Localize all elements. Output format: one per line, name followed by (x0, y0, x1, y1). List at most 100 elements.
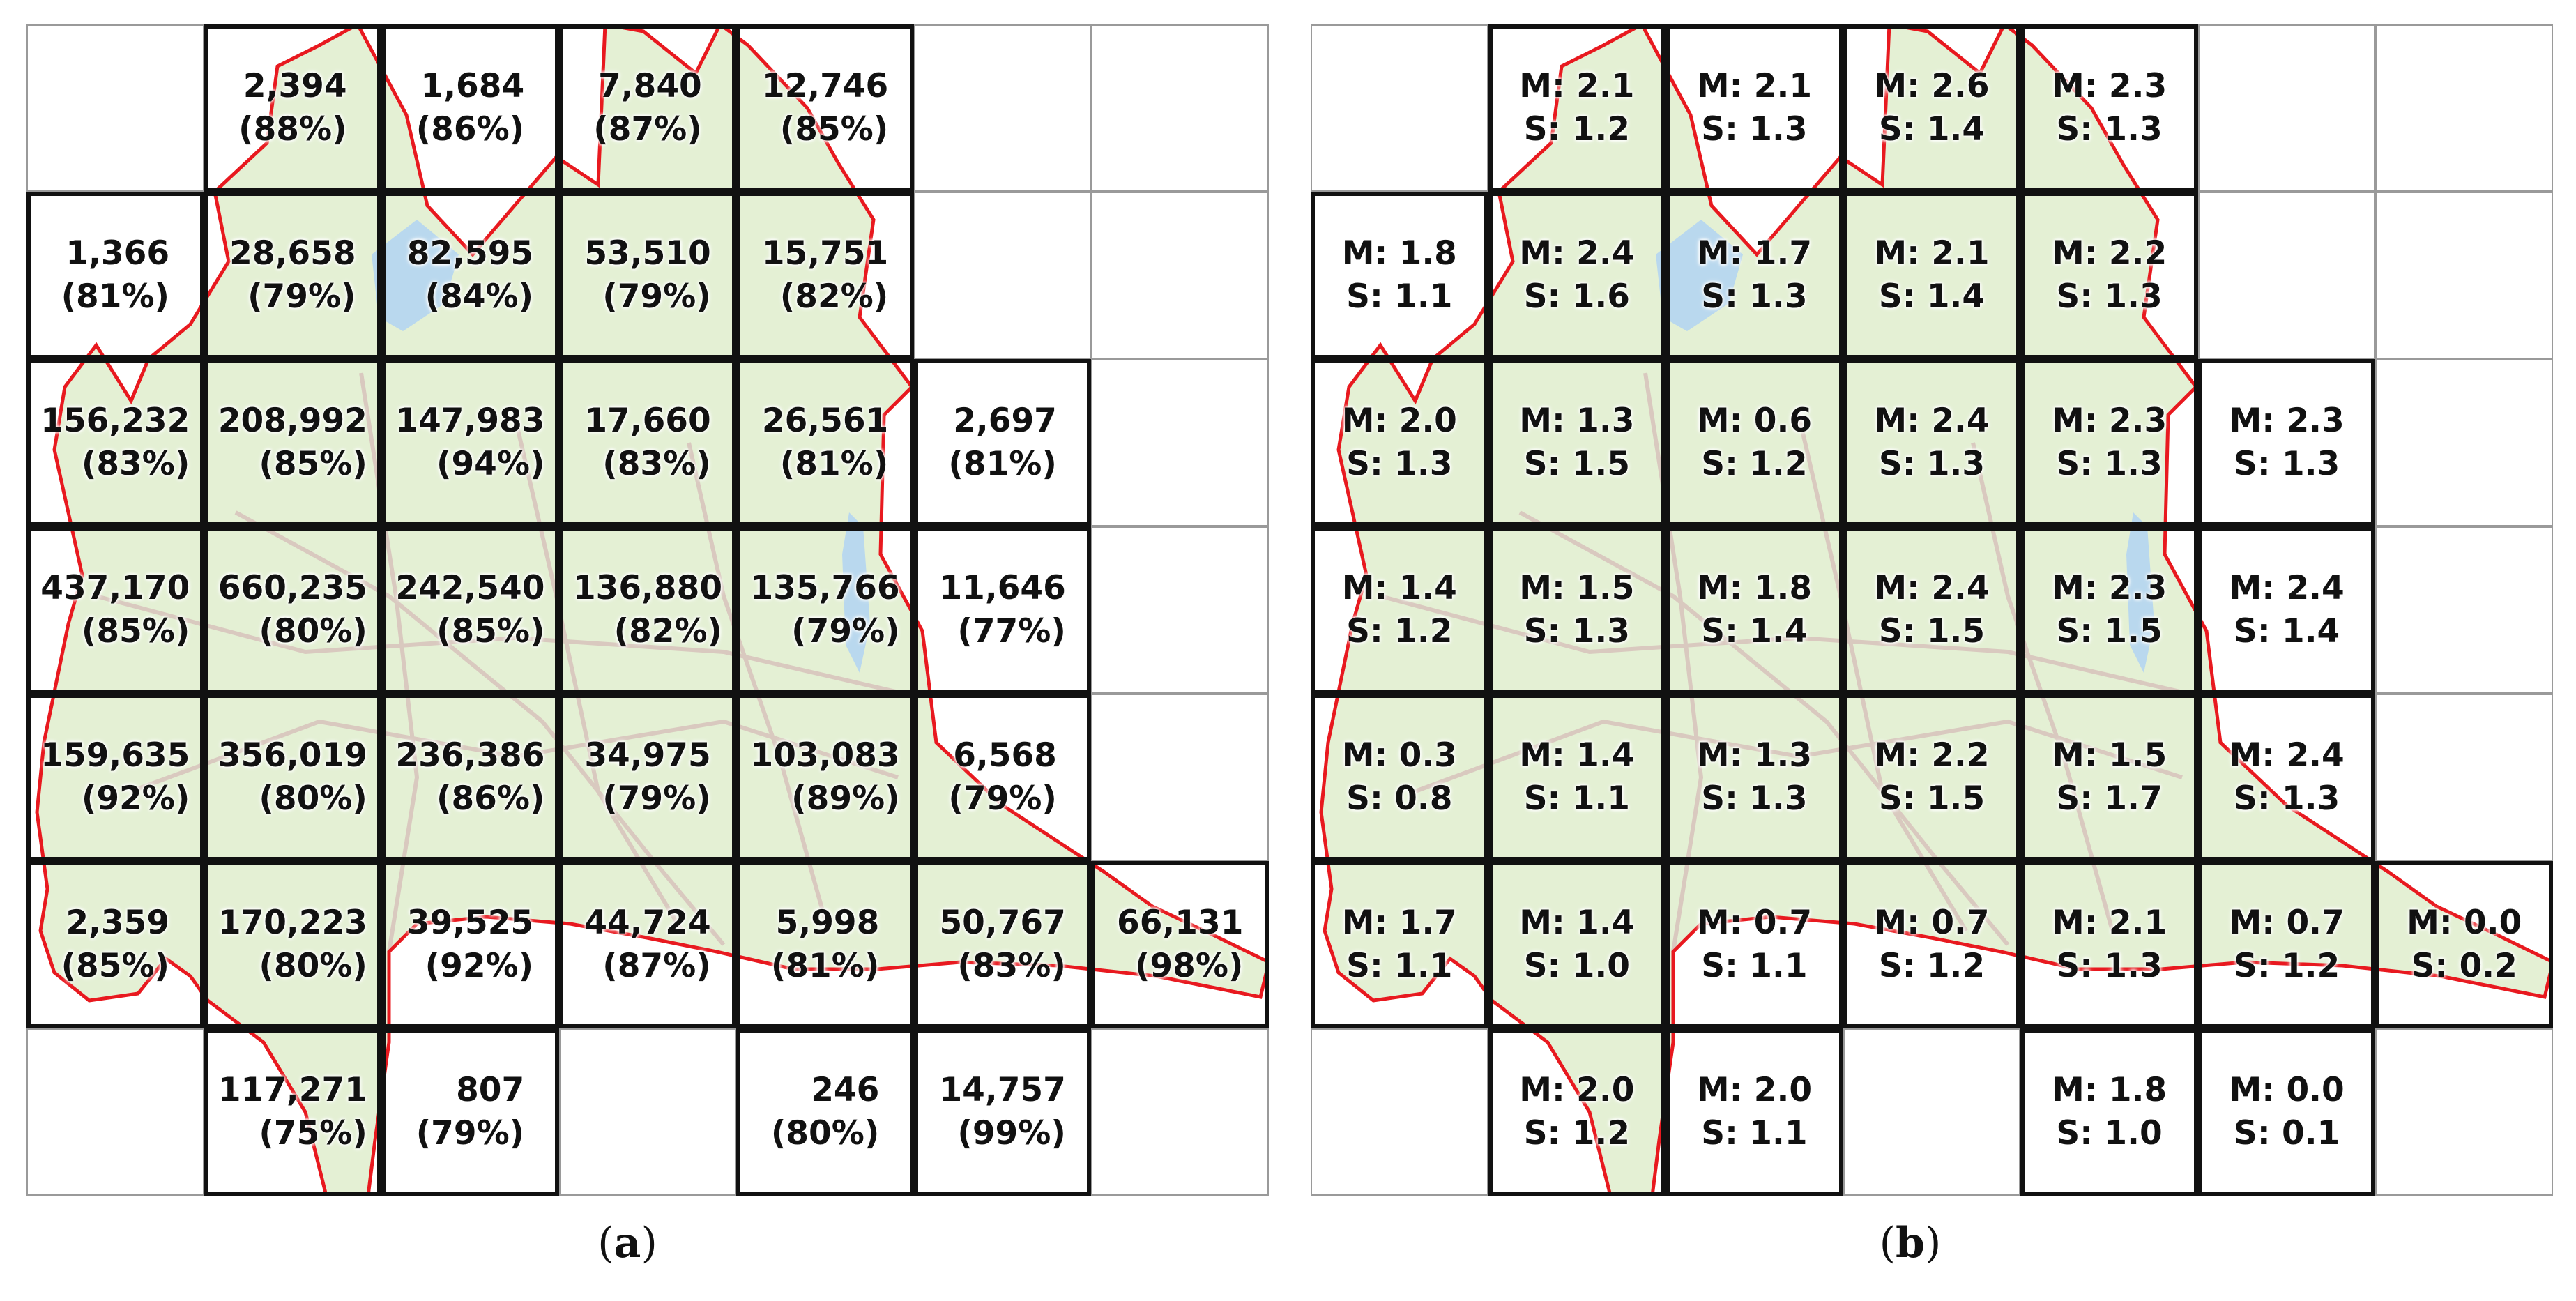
cell-label: M: 1.3 S: 1.3 (1697, 734, 1812, 821)
cell-subvalue: (83%) (81, 445, 190, 483)
grid-cell: 53,510 (79%) (558, 192, 737, 359)
empty-grid-cell (913, 192, 1092, 359)
cell-label: M: 1.4 S: 1.0 (1519, 901, 1634, 988)
cell-label: M: 0.0 S: 0.1 (2230, 1069, 2345, 1155)
cell-label: M: 2.4 S: 1.3 (1874, 400, 1989, 486)
cell-value: M: 2.4 (1519, 234, 1635, 273)
grid-cell: 246 (80%) (736, 1028, 914, 1196)
grid-cell: 660,235 (80%) (204, 526, 382, 694)
cell-value: M: 2.4 (2229, 569, 2345, 607)
cell-subvalue: S: 1.3 (2056, 445, 2163, 483)
grid-cell: M: 1.4 S: 1.1 (1488, 694, 1666, 861)
cell-subvalue: (85%) (81, 612, 190, 650)
empty-grid-cell (558, 1028, 737, 1196)
cell-value: M: 1.5 (2051, 736, 2167, 775)
cell-label: 2,394 (88%) (238, 65, 346, 151)
cell-label: 5,998 (81%) (771, 901, 879, 988)
cell-subvalue: (82%) (613, 612, 723, 650)
cell-value: 242,540 (395, 569, 545, 607)
grid-cell: 5,998 (81%) (736, 861, 914, 1028)
cell-subvalue: S: 0.2 (2411, 947, 2517, 985)
cell-value: 34,975 (584, 736, 711, 775)
cell-value: M: 2.3 (2051, 569, 2167, 607)
cell-label: M: 1.3 S: 1.5 (1519, 400, 1634, 486)
grid-cell: M: 0.3 S: 0.8 (1311, 694, 1488, 861)
grid-cell: M: 2.3 S: 1.3 (2197, 359, 2376, 526)
cell-value: M: 0.0 (2229, 1071, 2345, 1109)
cell-label: M: 1.7 S: 1.3 (1697, 232, 1812, 319)
cell-label: 2,359 (85%) (61, 901, 169, 988)
cell-subvalue: (77%) (957, 612, 1066, 650)
cell-label: M: 2.3 S: 1.3 (2230, 400, 2345, 486)
cell-label: 17,660 (83%) (584, 400, 710, 486)
cell-label: M: 2.4 S: 1.3 (2230, 734, 2345, 821)
cell-value: 170,223 (218, 904, 367, 942)
cell-label: M: 1.8 S: 1.0 (2052, 1069, 2167, 1155)
cell-value: 246 (811, 1071, 880, 1109)
cell-value: 82,595 (406, 234, 534, 273)
grid-cell: 15,751 (82%) (736, 192, 914, 359)
cell-value: M: 0.7 (1696, 904, 1813, 942)
cell-subvalue: S: 1.5 (1523, 445, 1630, 483)
cell-value: M: 2.6 (1874, 67, 1990, 105)
cell-label: 103,083 (89%) (751, 734, 900, 821)
empty-grid-cell (1091, 359, 1269, 526)
cell-label: M: 1.7 S: 1.1 (1342, 901, 1457, 988)
region-land-area (1321, 24, 2553, 1196)
panel-b-caption: (b) (1879, 1219, 1942, 1268)
cell-subvalue: (99%) (957, 1114, 1066, 1152)
cell-value: 437,170 (40, 569, 190, 607)
cell-subvalue: S: 1.1 (1346, 947, 1453, 985)
cell-subvalue: S: 1.3 (2056, 277, 2163, 316)
cell-subvalue: S: 1.1 (1523, 779, 1630, 818)
cell-label: M: 2.6 S: 1.4 (1874, 65, 1989, 151)
cell-label: 170,223 (80%) (218, 901, 367, 988)
cell-value: 135,766 (750, 569, 900, 607)
grid-cell: 44,724 (87%) (558, 861, 737, 1028)
grid-cell: M: 1.8 S: 1.0 (2020, 1028, 2198, 1196)
cell-subvalue: (98%) (1134, 947, 1244, 985)
cell-value: 136,880 (572, 569, 723, 607)
cell-label: 14,757 (99%) (939, 1069, 1065, 1155)
cell-value: M: 0.6 (1696, 402, 1813, 440)
cell-value: M: 2.1 (2051, 904, 2167, 942)
cell-subvalue: S: 1.5 (2056, 612, 2163, 650)
lake-area (372, 220, 459, 331)
cell-value: 17,660 (584, 402, 711, 440)
cell-subvalue: S: 1.7 (2056, 779, 2163, 818)
cell-subvalue: (88%) (238, 110, 347, 149)
empty-grid-cell (1091, 1028, 1269, 1196)
grid-cell: M: 0.7 S: 1.2 (2197, 861, 2376, 1028)
caption-letter: b (1896, 1219, 1925, 1268)
cell-subvalue: (81%) (779, 445, 889, 483)
cell-subvalue: S: 1.4 (1701, 612, 1808, 650)
caption-letter: a (613, 1219, 641, 1268)
cell-value: 660,235 (218, 569, 367, 607)
cell-label: M: 1.4 S: 1.1 (1519, 734, 1634, 821)
cell-subvalue: (81%) (948, 445, 1057, 483)
region-boundary-map (1319, 24, 2553, 1196)
lake-area (2126, 512, 2154, 673)
cell-value: M: 2.4 (1874, 569, 1990, 607)
cell-value: 117,271 (218, 1071, 367, 1109)
cell-value: M: 0.7 (2229, 904, 2345, 942)
cell-value: 53,510 (584, 234, 711, 273)
cell-label: M: 0.7 S: 1.2 (2230, 901, 2345, 988)
grid-cell: 28,658 (79%) (204, 192, 382, 359)
cell-value: M: 1.4 (1341, 569, 1457, 607)
cell-label: 39,525 (92%) (407, 901, 533, 988)
empty-grid-cell (1843, 1028, 2021, 1196)
cell-label: 7,840 (87%) (593, 65, 701, 151)
grid-cell: 2,697 (81%) (913, 359, 1092, 526)
grid-cell: M: 2.0 S: 1.2 (1488, 1028, 1666, 1196)
grid-cell: 39,525 (92%) (381, 861, 559, 1028)
grid-cell: 17,660 (83%) (558, 359, 737, 526)
empty-grid-cell (2197, 24, 2376, 192)
cell-subvalue: (89%) (791, 779, 900, 818)
grid-cell: 66,131 (98%) (1091, 861, 1269, 1028)
cell-label: 66,131 (98%) (1117, 901, 1243, 988)
cell-label: 11,646 (77%) (939, 567, 1065, 653)
cell-subvalue: (81%) (770, 947, 880, 985)
cell-subvalue: S: 1.1 (1701, 1114, 1808, 1152)
grid-cell: 34,975 (79%) (558, 694, 737, 861)
